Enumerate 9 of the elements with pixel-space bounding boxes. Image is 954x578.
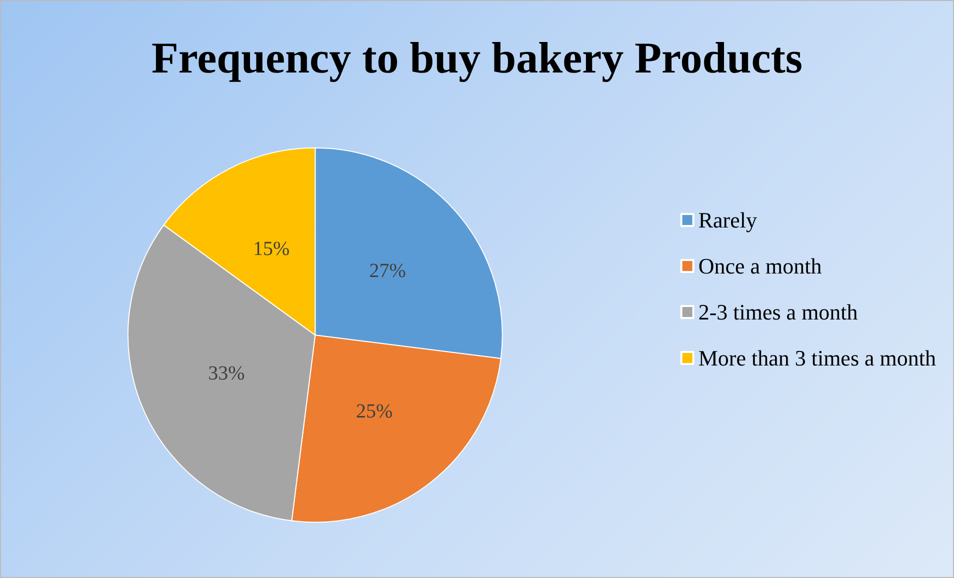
data-label: 15%: [252, 238, 290, 260]
chart-title: Frequency to buy bakery Products: [151, 34, 803, 82]
data-label: 25%: [356, 400, 393, 422]
legend-label: Once a month: [698, 254, 822, 278]
data-label: 27%: [369, 260, 406, 282]
legend-label: Rarely: [698, 208, 757, 232]
legend-label: More than 3 times a month: [698, 346, 936, 370]
legend-label: 2-3 times a month: [698, 300, 858, 324]
data-label: 33%: [208, 362, 245, 384]
